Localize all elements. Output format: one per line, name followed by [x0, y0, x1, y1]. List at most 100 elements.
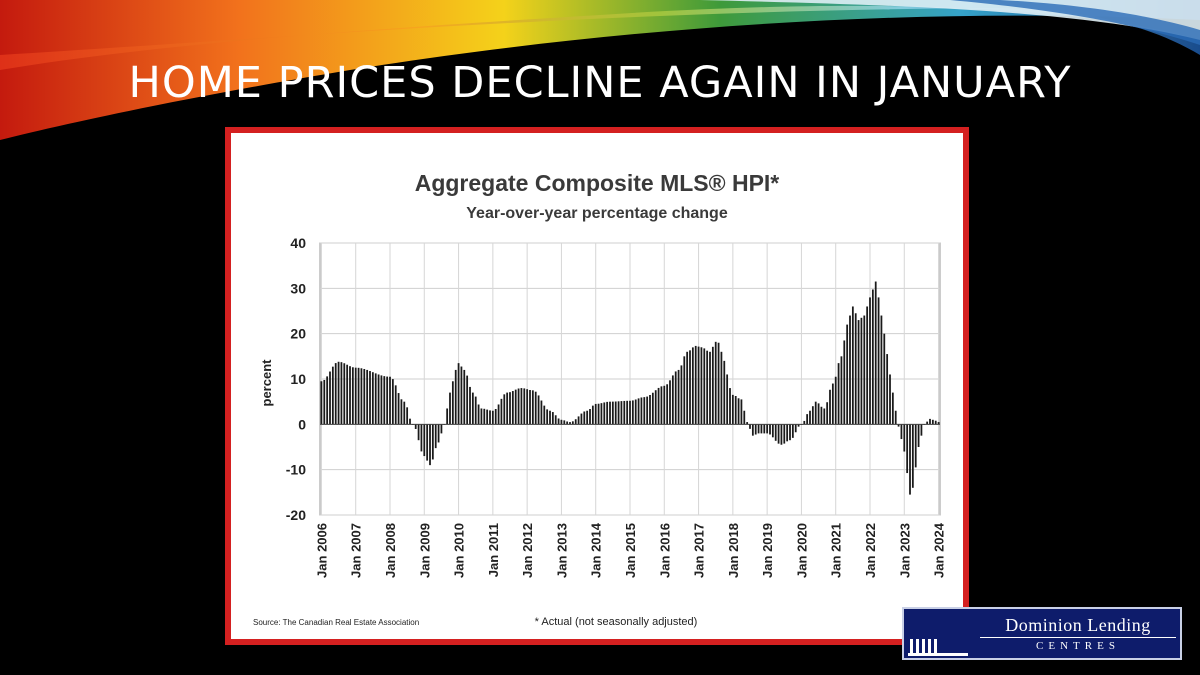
bar	[880, 315, 883, 425]
bar	[731, 394, 734, 425]
x-tick-label: Jan 2014	[589, 522, 604, 578]
bar	[591, 405, 594, 425]
bar	[449, 392, 451, 425]
bar	[817, 403, 820, 425]
bar	[663, 385, 666, 425]
bar	[840, 356, 843, 425]
bar	[671, 375, 674, 425]
y-tick-label: 0	[298, 416, 306, 432]
x-tick-label: Jan 2010	[452, 523, 467, 578]
bar	[431, 424, 434, 460]
bar	[406, 407, 409, 425]
bar	[623, 400, 626, 425]
bar	[397, 393, 400, 425]
bar	[509, 392, 511, 425]
bar	[791, 424, 794, 438]
bar	[366, 369, 369, 425]
bar	[360, 368, 363, 425]
bar	[691, 347, 694, 425]
bar	[700, 347, 703, 425]
bar	[389, 376, 391, 425]
bar	[789, 424, 791, 441]
bar	[531, 390, 534, 425]
bar	[929, 418, 931, 425]
bar	[343, 363, 346, 425]
bar	[609, 401, 611, 425]
bar	[580, 413, 583, 425]
bar	[871, 289, 874, 425]
bar	[763, 424, 766, 434]
hpi-bar-chart: Aggregate Composite MLS® HPI* Year-over-…	[253, 170, 947, 628]
building-columns-icon	[908, 639, 968, 656]
bar	[769, 424, 771, 435]
bar	[414, 424, 417, 429]
bar	[563, 420, 566, 425]
bar	[754, 424, 757, 435]
bar	[849, 315, 851, 425]
bar	[737, 398, 740, 425]
bar	[377, 374, 380, 425]
y-tick-label: 10	[290, 371, 306, 387]
bar	[637, 398, 640, 425]
bar	[380, 375, 383, 425]
bar	[477, 404, 480, 425]
bar	[680, 365, 683, 425]
y-tick-label: 20	[290, 326, 306, 342]
bar	[814, 401, 817, 425]
chart-bars	[320, 281, 940, 495]
bar	[649, 395, 651, 425]
bar	[417, 424, 420, 441]
slide-title: HOME PRICES DECLINE AGAIN IN JANUARY	[128, 58, 1072, 108]
bar	[823, 408, 826, 425]
bar	[640, 397, 643, 425]
bar	[914, 424, 917, 468]
bar	[500, 398, 503, 425]
bar	[429, 424, 431, 466]
bar	[866, 306, 869, 425]
bar	[351, 367, 354, 425]
x-tick-label: Jan 2023	[897, 523, 912, 578]
x-tick-label: Jan 2013	[554, 523, 569, 578]
bar	[717, 342, 720, 425]
x-tick-label: Jan 2008	[383, 523, 398, 578]
bar	[423, 424, 426, 457]
header-swoosh-graphic	[0, 0, 1200, 140]
bar	[920, 424, 923, 436]
bar	[320, 381, 323, 425]
bar	[426, 424, 429, 461]
bar	[926, 421, 929, 425]
bar	[437, 424, 440, 443]
bar	[331, 366, 334, 425]
bar	[600, 403, 603, 425]
bar	[874, 281, 877, 425]
bar	[557, 418, 560, 425]
bar	[934, 420, 937, 425]
bar	[686, 351, 689, 425]
bar	[394, 385, 397, 425]
bar	[454, 369, 457, 425]
bar	[831, 383, 834, 425]
bar	[617, 401, 620, 425]
bar	[420, 424, 423, 452]
bar	[457, 363, 460, 425]
bar	[497, 404, 500, 425]
x-tick-label: Jan 2007	[349, 523, 364, 578]
bar	[631, 400, 634, 425]
bar	[760, 424, 763, 434]
bar	[634, 399, 637, 425]
logo-subtitle: CENTRES	[1036, 640, 1120, 652]
bar	[883, 333, 886, 425]
bar	[471, 392, 474, 425]
bar	[820, 406, 823, 425]
bar	[751, 424, 754, 436]
company-logo: Dominion Lending CENTRES	[902, 607, 1182, 660]
bar	[354, 367, 357, 425]
bar	[346, 364, 349, 425]
bar	[463, 369, 466, 425]
bar	[909, 424, 911, 495]
bar	[794, 424, 797, 433]
bar	[786, 424, 789, 442]
bar	[811, 406, 814, 425]
bar	[689, 350, 691, 425]
bar	[694, 345, 697, 425]
